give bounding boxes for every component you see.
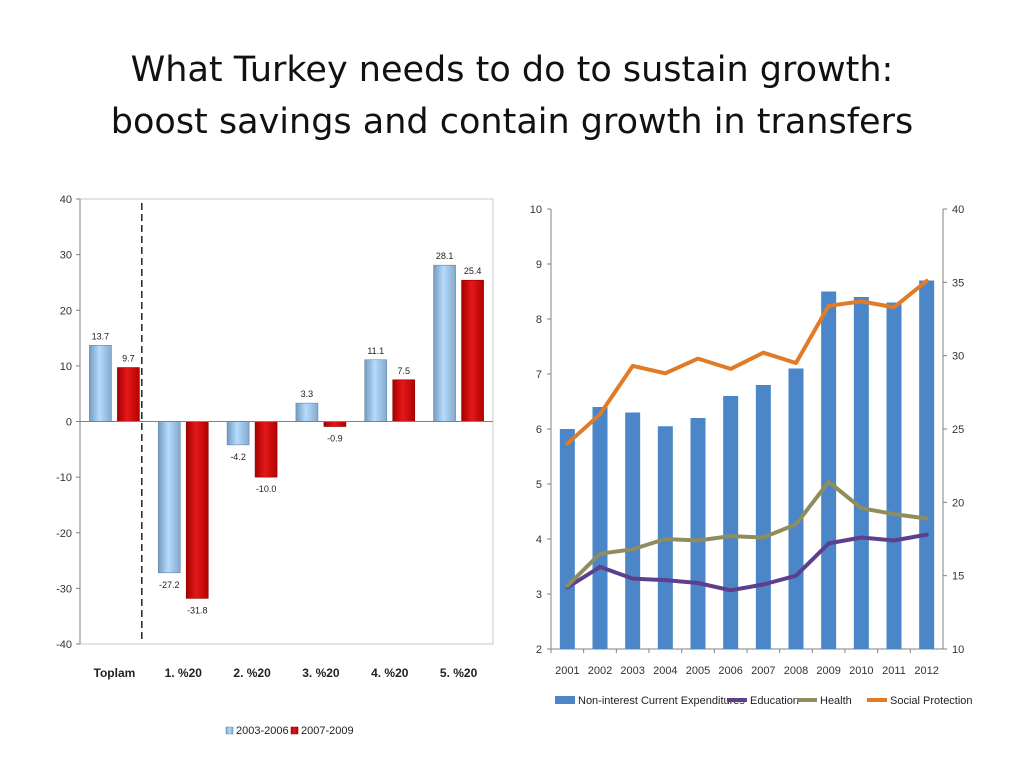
bar-2007-2009-Toplam [117,367,140,422]
data-label: 9.7 [122,354,135,364]
data-label: 11.1 [367,346,384,356]
y-tick-label: 40 [60,194,72,206]
legend-label: 2007-2009 [301,725,354,737]
data-label: 28.1 [436,251,454,261]
left-tick-label: 3 [536,589,542,601]
x-tick-label: 2007 [751,665,775,677]
y-tick-label: -20 [56,528,72,540]
bar-2005 [690,418,706,649]
x-tick-label: 2005 [686,665,710,677]
legend-label: Education [750,695,799,707]
bar-2001 [559,429,575,649]
bar-2003 [625,412,641,649]
bar-2003-2006-Toplam [89,344,112,422]
x-tick-label: 2010 [849,665,873,677]
expenditure-combo-chart: 2 3 4 5 6 7 8 9 10 10 15 20 25 30 35 40 2001 2002 2003 2004… [530,204,973,707]
x-category-label: 4. %20 [371,666,409,680]
y-tick-label: -40 [56,639,72,651]
bar-2010 [853,297,869,649]
x-category-label: 1. %20 [165,666,203,680]
bar-2002 [592,407,608,649]
bar-2003-2006-5. %20 [433,264,456,422]
income-quintile-bar-chart: -40 -30 -20 -10 0 10 20 30 40 13.7 9.7 Toplam -27.2 -… [56,194,494,737]
legend-swatch [290,726,299,735]
y-tick-label: 20 [60,305,72,317]
line-education [565,532,929,593]
right-tick-label: 40 [952,204,964,216]
bar-2007 [755,385,771,649]
x-tick-label: 2012 [914,665,938,677]
bar-2012 [919,280,935,649]
bar-2003-2006-3. %20 [295,402,319,422]
x-tick-label: 2009 [816,665,840,677]
legend-label: Health [820,695,852,707]
x-tick-label: 2003 [620,665,644,677]
legend-label: Non-interest Current Expenditures [578,695,745,707]
y-tick-label: 10 [60,361,72,373]
bar-2003-2006-2. %20 [226,421,250,446]
y-tick-label: 30 [60,250,72,262]
bar-2007-2009-4. %20 [392,379,416,422]
x-tick-label: 2006 [718,665,742,677]
y-tick-label: 0 [66,417,72,429]
x-tick-label: 2002 [588,665,612,677]
y-tick-label: -10 [56,472,72,484]
slide-title: What Turkey needs to do to sustain growt… [0,44,1024,148]
data-label: 7.5 [397,366,410,376]
data-label: -27.2 [159,580,180,590]
data-label: -10.0 [256,484,277,494]
bar-2009 [821,291,837,649]
x-tick-label: 2011 [882,665,906,677]
left-tick-label: 5 [536,479,542,491]
data-label: -31.8 [187,605,208,615]
left-tick-label: 2 [536,644,542,656]
data-label: 3.3 [301,389,314,399]
bar-2006 [723,396,739,649]
legend-swatch-bars [555,696,575,704]
data-label: 13.7 [92,331,110,341]
x-category-label: Toplam [94,666,136,680]
x-category-label: 3. %20 [302,666,340,680]
bar-2003-2006-4. %20 [364,359,388,422]
left-tick-label: 10 [530,204,542,216]
x-tick-label: 2008 [784,665,808,677]
x-tick-label: 2001 [555,665,579,677]
bar-2008 [788,368,804,649]
title-line-1: What Turkey needs to do to sustain growt… [130,50,894,90]
x-category-label: 5. %20 [440,666,478,680]
bar-2011 [886,302,902,649]
bar-2003-2006-1. %20 [157,421,181,574]
right-tick-label: 15 [952,571,964,583]
left-tick-label: 4 [536,534,542,546]
legend-label: 2003-2006 [236,725,289,737]
bar-2007-2009-3. %20 [323,421,347,427]
data-label: -4.2 [230,452,246,462]
line-health [565,479,929,588]
left-tick-label: 7 [536,369,542,381]
right-tick-label: 35 [952,277,964,289]
right-tick-label: 30 [952,351,964,363]
y-tick-label: -30 [56,583,72,595]
right-tick-label: 25 [952,424,964,436]
left-tick-label: 8 [536,314,542,326]
left-tick-label: 6 [536,424,542,436]
data-label: 25.4 [464,266,482,276]
bar-2007-2009-5. %20 [461,279,484,422]
right-tick-label: 20 [952,497,964,509]
right-tick-label: 10 [952,644,964,656]
title-line-2: boost savings and contain growth in tran… [110,102,914,142]
legend-label: Social Protection [890,695,973,707]
legend-swatch [225,726,234,735]
bar-2007-2009-1. %20 [185,421,209,599]
x-category-label: 2. %20 [233,666,271,680]
bar-2007-2009-2. %20 [254,421,278,478]
x-tick-label: 2004 [653,665,677,677]
left-tick-label: 9 [536,259,542,271]
data-label: -0.9 [327,434,343,444]
line-social-protection [565,278,929,446]
